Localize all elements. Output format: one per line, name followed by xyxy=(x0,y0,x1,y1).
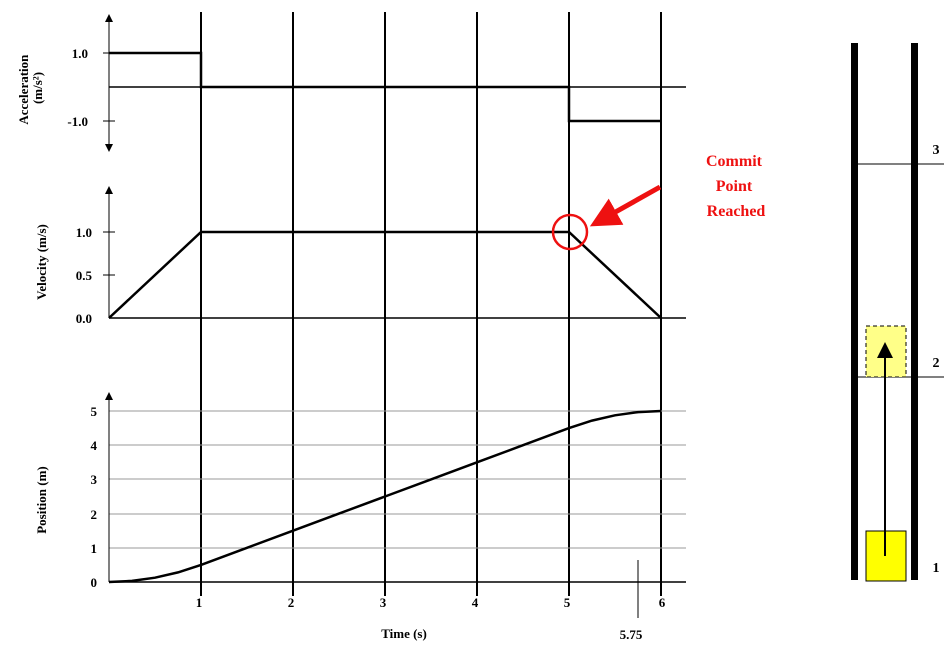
accel-tick-label-neg: -1.0 xyxy=(67,114,88,129)
pos-tick-label-2: 2 xyxy=(91,507,98,522)
x-tick-label-3: 3 xyxy=(380,595,387,610)
commit-point-circle xyxy=(551,213,589,251)
time-gridlines xyxy=(200,12,662,618)
vel-tick-label-1: 1.0 xyxy=(76,225,92,240)
x-tick-label-5: 5 xyxy=(564,595,571,610)
floor-label-2: 2 xyxy=(933,356,940,371)
x-axis-label: Time (s) xyxy=(381,626,427,641)
accel-ylabel-line1: Acceleration xyxy=(16,54,31,125)
position-panel: 5 4 3 2 1 0 Position (m) 1 2 3 4 5 6 5.7… xyxy=(34,392,686,642)
commit-label-line2: Point xyxy=(716,178,753,195)
pos-tick-label-0: 0 xyxy=(91,575,98,590)
floor-label-1: 1 xyxy=(933,561,940,576)
commit-label-line3: Reached xyxy=(707,203,766,220)
x-tick-label-2: 2 xyxy=(288,595,295,610)
accel-ylabel-line2: (m/s²) xyxy=(30,72,45,104)
x-tick-label-5-75: 5.75 xyxy=(620,627,643,642)
x-tick-label-1: 1 xyxy=(196,595,203,610)
accel-ylabel: Acceleration (m/s²) xyxy=(16,51,45,124)
position-gridlines xyxy=(109,410,686,549)
vel-ylabel: Velocity (m/s) xyxy=(34,224,49,300)
commit-point-label: Commit Point Reached xyxy=(706,153,766,220)
pos-ytick-labels: 5 4 3 2 1 0 xyxy=(91,404,98,590)
velocity-panel: 1.0 0.5 0.0 Velocity (m/s) Commit Point … xyxy=(34,153,766,326)
vel-tick-label-0: 0.0 xyxy=(76,311,92,326)
pos-ylabel: Position (m) xyxy=(34,466,49,534)
accel-series xyxy=(109,51,661,123)
velocity-series xyxy=(108,230,662,319)
position-series xyxy=(108,409,662,584)
shaft-left-wall xyxy=(851,43,858,580)
x-tick-label-4: 4 xyxy=(472,595,479,610)
floor-label-3: 3 xyxy=(933,143,940,158)
pos-tick-label-5: 5 xyxy=(91,404,98,419)
commit-point-arrow xyxy=(589,184,662,227)
accel-tick-label-pos: 1.0 xyxy=(72,46,88,61)
pos-tick-label-1: 1 xyxy=(91,541,98,556)
x-tick-label-6: 6 xyxy=(659,595,666,610)
vel-tick-label-05: 0.5 xyxy=(76,268,93,283)
pos-xtick-labels: 1 2 3 4 5 6 5.75 xyxy=(196,595,666,642)
commit-label-line1: Commit xyxy=(706,153,763,170)
acceleration-panel: 1.0 -1.0 Acceleration (m/s²) xyxy=(16,14,686,152)
pos-tick-label-3: 3 xyxy=(91,472,98,487)
shaft-right-wall xyxy=(911,43,918,580)
pos-tick-label-4: 4 xyxy=(91,438,98,453)
elevator-shaft: 3 2 1 xyxy=(851,43,944,582)
